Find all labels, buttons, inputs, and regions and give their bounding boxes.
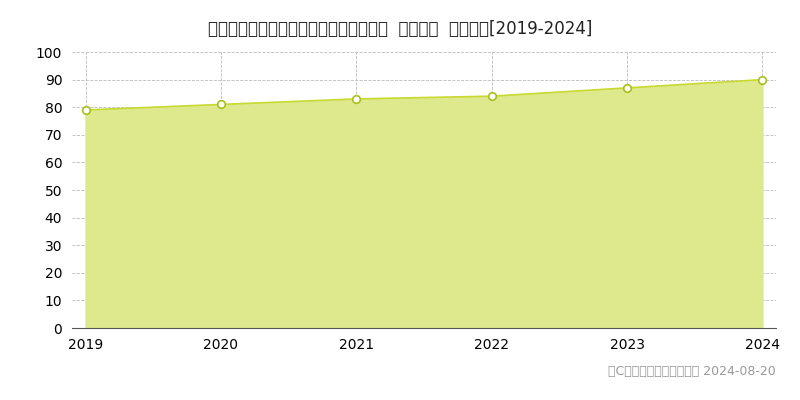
Text: （C）土地価格ドットコム 2024-08-20: （C）土地価格ドットコム 2024-08-20: [608, 365, 776, 378]
Point: [756, 76, 769, 83]
Point: [350, 96, 362, 102]
Point: [79, 107, 92, 113]
Point: [486, 93, 498, 99]
Text: 兵庫県西孮市上甲子園４丁目１２０番２  地価公示  地価推移[2019-2024]: 兵庫県西孮市上甲子園４丁目１２０番２ 地価公示 地価推移[2019-2024]: [208, 20, 592, 38]
Point: [214, 101, 227, 108]
Point: [621, 85, 634, 91]
